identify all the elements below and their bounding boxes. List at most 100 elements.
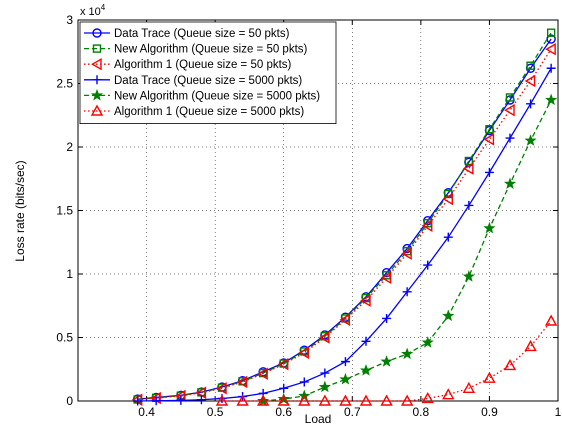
data-point [359, 394, 373, 406]
data-point [526, 99, 536, 109]
legend-label: Algorithm 1 (Queue size = 5000 pkts) [114, 106, 304, 118]
y-axis-label: Loss rate (bits/sec) [13, 160, 27, 261]
data-point [318, 394, 332, 406]
y-tick-label: 3 [66, 13, 73, 27]
data-point [505, 133, 515, 143]
data-point [277, 392, 290, 405]
legend-marker [90, 104, 104, 116]
data-point [546, 28, 556, 37]
y-tick-label: 0 [66, 394, 73, 408]
y-tick-label: 2 [66, 140, 73, 154]
data-point [484, 167, 494, 177]
data-point [442, 192, 453, 206]
data-point [236, 375, 248, 389]
legend-marker [91, 57, 102, 71]
legend-marker [92, 75, 102, 85]
data-point [215, 394, 229, 406]
data-point [503, 358, 517, 371]
data-point [298, 394, 311, 406]
x-tick-label: 0.4 [138, 405, 155, 419]
data-point [298, 346, 309, 359]
legend-label: Data Trace (Queue size = 50 pkts) [114, 28, 290, 40]
legend: Data Trace (Queue size = 50 pkts) New Alg… [79, 21, 337, 124]
legend-entry: New Algorithm (Queue size = 5000 pkts) [84, 89, 320, 102]
data-point [196, 395, 206, 405]
y-tick-label: 1.5 [56, 204, 73, 218]
data-series [131, 28, 558, 407]
data-point [464, 156, 474, 166]
y-axis-exponent-power: 4 [101, 3, 106, 12]
legend-label: Algorithm 1 (Queue size = 50 pkts) [114, 59, 292, 71]
y-tick-label: 2.5 [56, 77, 73, 91]
data-point [360, 294, 371, 307]
data-point [382, 313, 392, 323]
data-point [526, 61, 535, 70]
data-point [277, 357, 289, 371]
x-tick-label: 1 [555, 405, 562, 419]
x-axis-label: Load [305, 412, 332, 426]
data-point [401, 247, 412, 260]
data-point [545, 93, 558, 106]
series-line [222, 320, 552, 402]
legend-entry: New Algorithm (Queue size = 50 pkts) [84, 44, 308, 56]
data-point [421, 392, 434, 404]
data-point [545, 42, 556, 56]
data-point [361, 336, 371, 346]
y-tick-label: 0.5 [56, 331, 73, 345]
data-point [464, 200, 474, 210]
data-point [339, 373, 352, 385]
data-point [216, 382, 227, 395]
data-point [402, 287, 412, 297]
data-point [236, 394, 249, 406]
data-point [483, 371, 496, 383]
series-4 [133, 63, 556, 406]
data-point [504, 103, 515, 117]
legend-marker [92, 44, 102, 53]
data-point [279, 383, 289, 393]
legend-entry: Algorithm 1 (Queue size = 5000 pkts) [84, 104, 304, 118]
data-point [462, 270, 475, 282]
legend-marker [90, 89, 104, 101]
data-point [277, 394, 290, 406]
y-axis-exponent-base: x 10 [80, 6, 101, 18]
data-point [443, 232, 453, 242]
data-point [359, 364, 373, 376]
data-point [524, 134, 537, 146]
x-tick-label: 0.5 [207, 405, 224, 419]
x-tick-label: 0.7 [344, 405, 361, 419]
data-point [133, 396, 143, 406]
data-point [503, 177, 517, 189]
data-point [318, 331, 330, 344]
x-tick-label: 0.8 [413, 405, 430, 419]
data-point [299, 377, 309, 387]
data-point [483, 221, 496, 234]
legend-entry: Data Trace (Queue size = 50 pkts) [84, 28, 290, 40]
data-point [320, 368, 330, 378]
data-point [421, 219, 433, 232]
data-point [176, 395, 186, 405]
data-point [401, 347, 414, 360]
data-point [318, 380, 331, 393]
legend-label: New Algorithm (Queue size = 5000 pkts) [114, 90, 320, 102]
axis-ticks: 0.4 0.5 0.6 0.7 0.8 0.9 1 0 0.5 1 1.5 2 2.5 3 [56, 13, 561, 419]
series-6 [215, 314, 558, 406]
series-5 [257, 93, 558, 407]
series-line [137, 32, 552, 401]
data-point [380, 271, 392, 285]
data-point [339, 313, 351, 326]
legend-entry: Algorithm 1 (Queue size = 50 pkts) [84, 57, 292, 71]
legend-label: Data Trace (Queue size = 5000 pkts) [114, 75, 302, 87]
data-point [483, 133, 495, 146]
series-3 [131, 42, 556, 406]
data-point [505, 93, 515, 102]
data-point [400, 394, 414, 406]
y-axis-exponent-label: x 104 [80, 3, 106, 18]
data-point [546, 34, 556, 44]
data-point [257, 367, 268, 380]
legend-box [79, 21, 337, 124]
data-point [380, 355, 393, 367]
data-point [546, 63, 556, 73]
data-point [339, 394, 352, 406]
data-point [380, 394, 393, 406]
y-tick-label: 1 [66, 267, 73, 281]
